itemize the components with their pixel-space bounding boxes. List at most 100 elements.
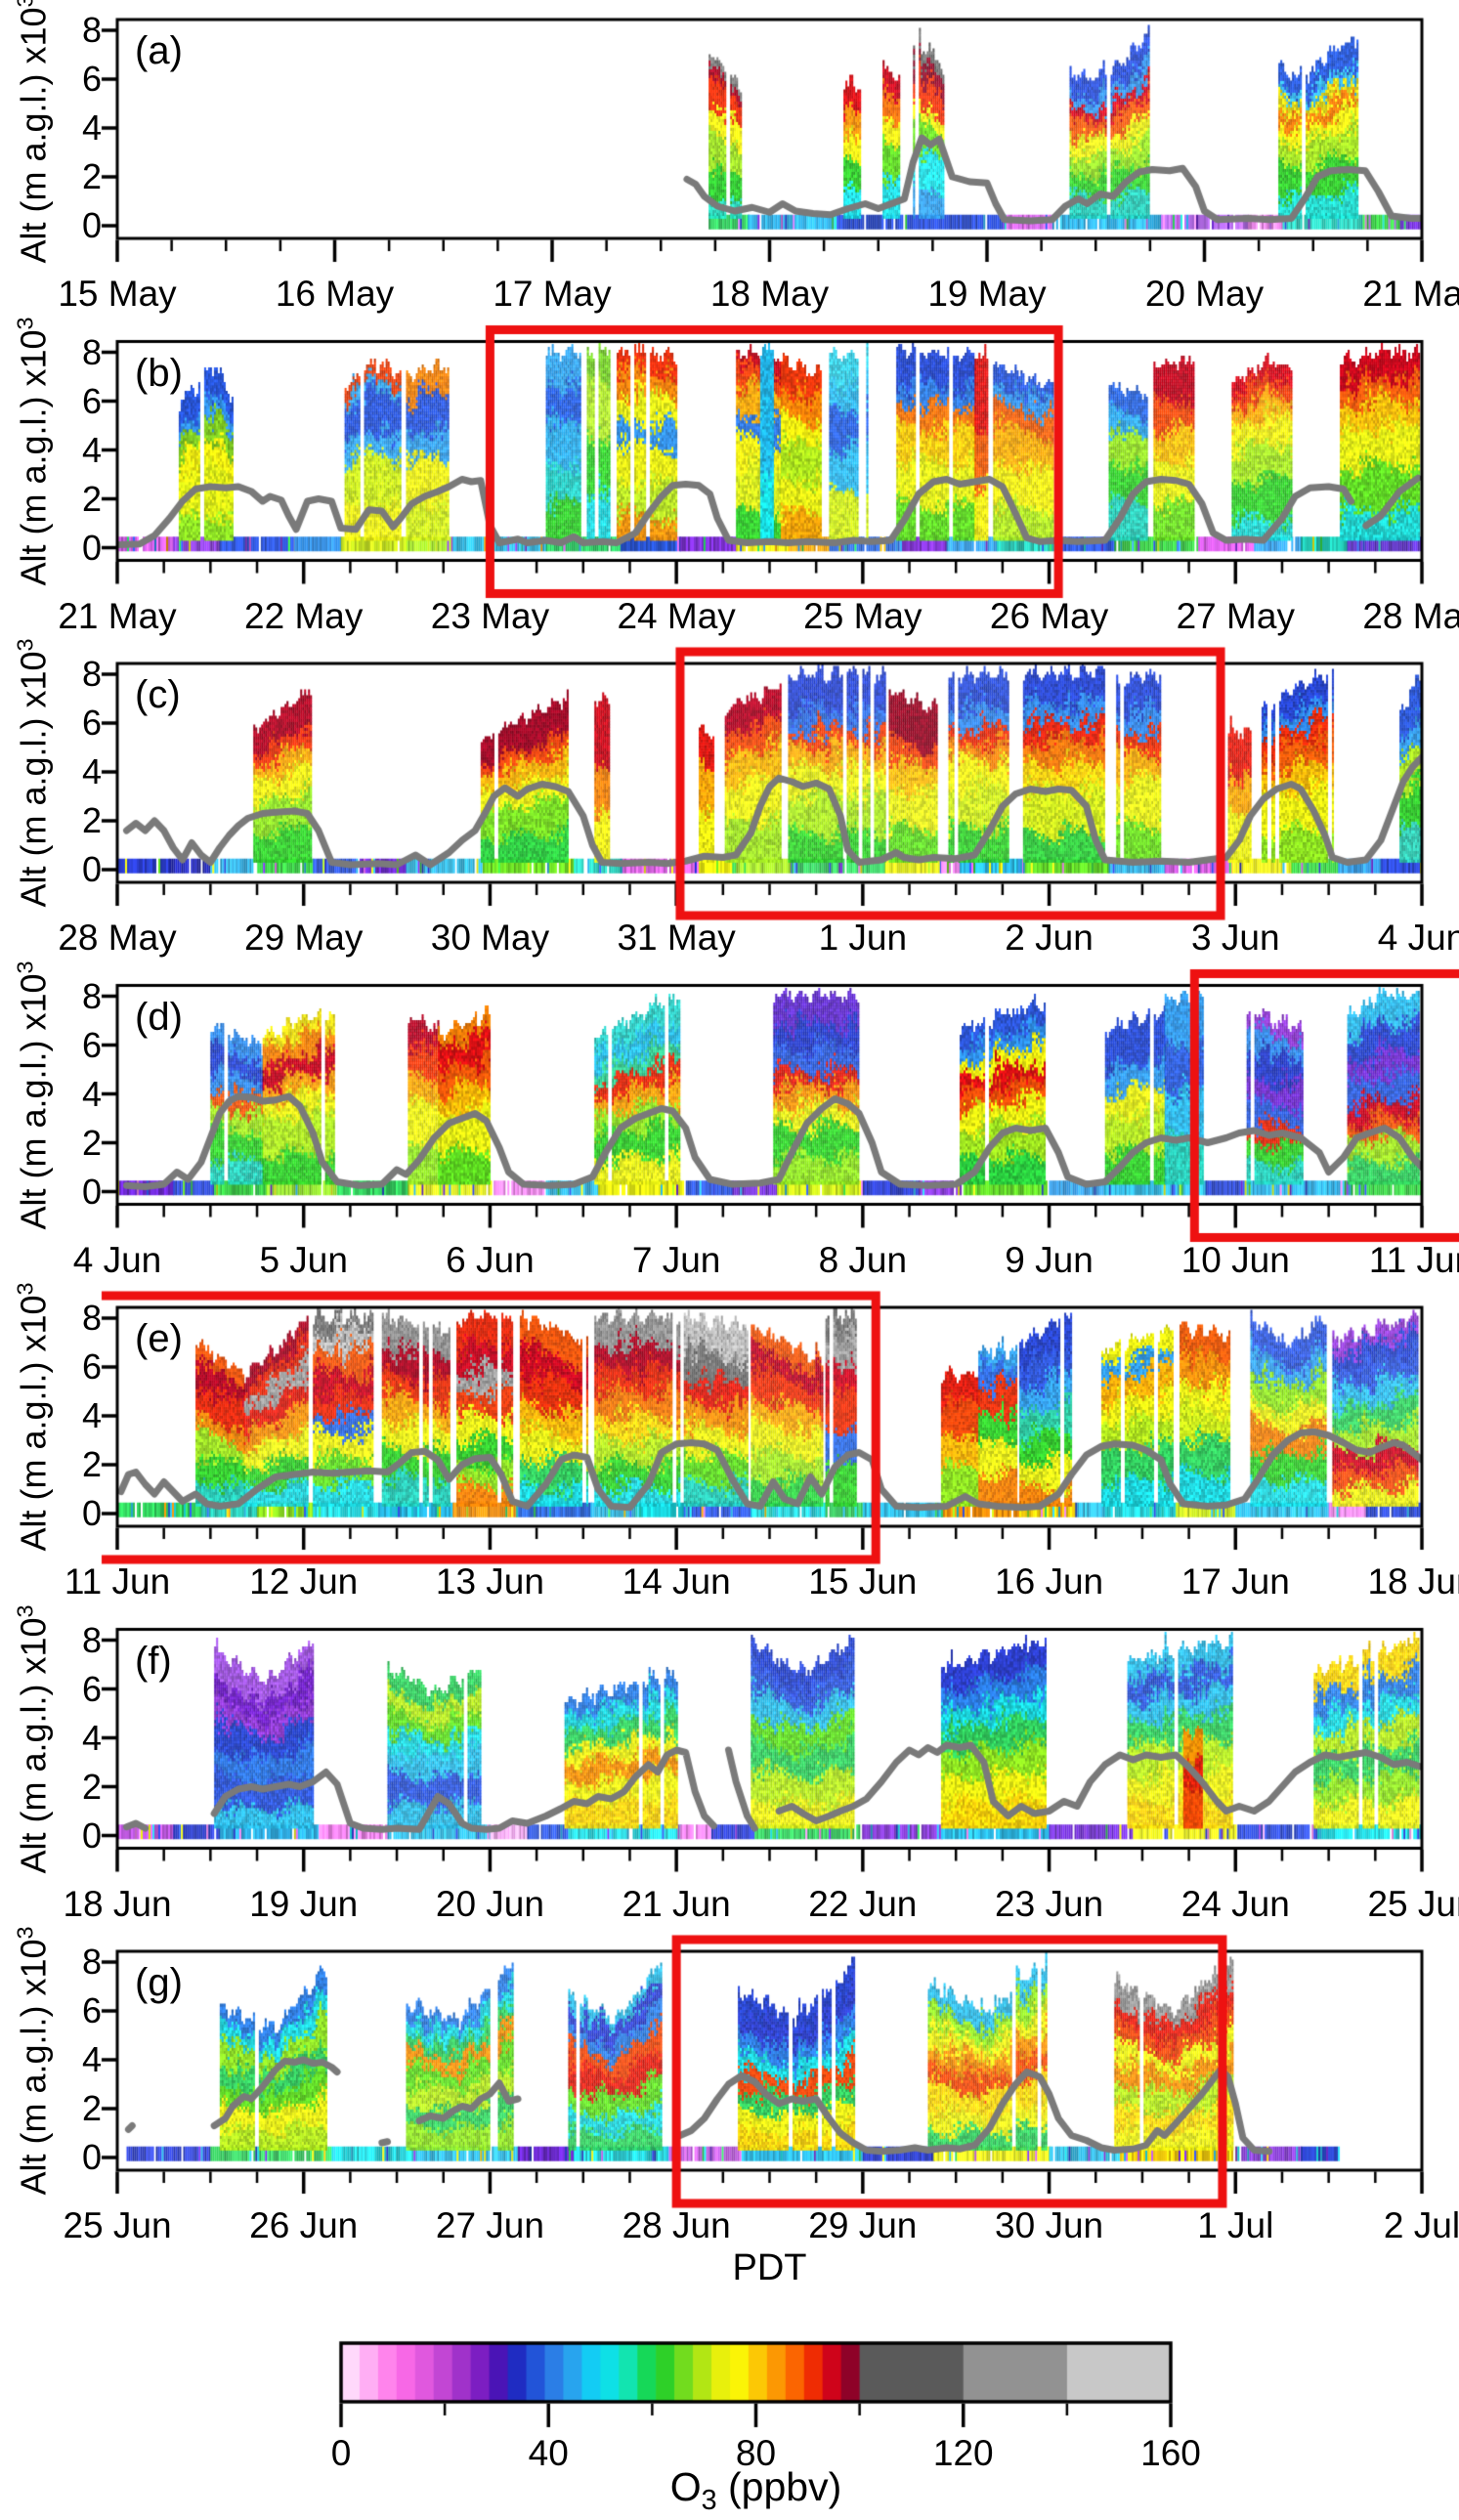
panel-f-y-axis-label: Alt (m a.g.l.) x103 — [12, 1603, 54, 1874]
panel-c-date-label: 2 Jun — [1005, 918, 1094, 958]
panel-c-date-label: 31 May — [617, 918, 736, 958]
panel-e-date-label: 12 Jun — [249, 1561, 359, 1602]
colorbar-title-unit: (ppbv) — [716, 2464, 842, 2509]
colorbar-title-subscript: 3 — [701, 2485, 717, 2517]
panel-letter-g-: (g) — [135, 1961, 183, 2004]
colorbar-tick-label: 120 — [932, 2433, 994, 2473]
panel-g-date-label: 25 Jun — [63, 2205, 172, 2245]
panel-c-date-label: 3 Jun — [1191, 918, 1280, 958]
panel-f-y-tick-label: 2 — [81, 1766, 102, 1807]
panel-f-date-label: 20 Jun — [435, 1883, 544, 1924]
panel-d-y-tick-label: 4 — [81, 1073, 102, 1114]
panel-a-y-tick-label: 2 — [81, 156, 102, 196]
panel-d-date-label: 9 Jun — [1005, 1239, 1094, 1280]
panel-f-y-tick-label: 6 — [81, 1668, 102, 1709]
panel-c-date-label: 30 May — [430, 918, 550, 958]
panel-d-date-label: 5 Jun — [259, 1239, 348, 1280]
panel-g-date-label: 28 Jun — [622, 2205, 731, 2245]
panel-f-date-label: 25 Jun — [1367, 1883, 1459, 1924]
panel-b-date-label: 25 May — [803, 595, 923, 636]
panel-d-y-tick-label: 8 — [81, 975, 102, 1016]
panel-b-y-tick-label: 8 — [81, 331, 102, 372]
panel-c-y-tick-label: 6 — [81, 703, 102, 743]
panel-e-y-tick-label: 0 — [81, 1493, 102, 1533]
panel-d-date-label: 10 Jun — [1180, 1239, 1290, 1280]
panel-g-y-axis-label: Alt (m a.g.l.) x103 — [12, 1926, 54, 2196]
panel-a-date-label: 16 May — [275, 274, 395, 314]
panel-e-y-tick-label: 2 — [81, 1444, 102, 1484]
panel-f-date-label: 19 Jun — [249, 1883, 359, 1924]
panel-c-y-tick-label: 2 — [81, 800, 102, 840]
panel-d-date-label: 6 Jun — [446, 1239, 535, 1280]
panel-d-y-tick-label: 0 — [81, 1171, 102, 1212]
panel-letter-d-: (d) — [135, 995, 183, 1039]
panel-d-date-label: 11 Jun — [1368, 1239, 1459, 1280]
panel-letter-e-: (e) — [135, 1317, 183, 1360]
panel-d-y-tick-label: 2 — [81, 1122, 102, 1163]
panel-a-y-tick-label: 8 — [81, 10, 102, 50]
panel-b-date-label: 24 May — [617, 595, 736, 636]
panel-f-y-tick-label: 0 — [81, 1815, 102, 1856]
panel-d-y-tick-label: 6 — [81, 1024, 102, 1065]
panel-g-date-label: 30 Jun — [995, 2205, 1104, 2245]
panel-g-date-label: 26 Jun — [249, 2205, 359, 2245]
panel-b-date-label: 21 May — [58, 595, 177, 636]
panel-c-date-label: 1 Jun — [818, 918, 908, 958]
panel-g-y-tick-label: 8 — [81, 1942, 102, 1982]
panel-b-y-tick-label: 2 — [81, 478, 102, 519]
panel-a-date-label: 18 May — [709, 274, 830, 314]
panel-a-y-tick-label: 4 — [81, 107, 102, 148]
panel-e-date-label: 18 Jun — [1367, 1561, 1459, 1602]
panel-e-date-label: 11 Jun — [64, 1561, 171, 1602]
panel-c-y-tick-label: 4 — [81, 751, 102, 791]
panel-e-y-tick-label: 6 — [81, 1346, 102, 1387]
panel-a-y-tick-label: 6 — [81, 59, 102, 99]
panel-b-date-label: 26 May — [989, 595, 1109, 636]
panel-c-date-label: 4 Jun — [1377, 918, 1459, 958]
panel-a-date-label: 21 May — [1362, 274, 1459, 314]
panel-e-date-label: 14 Jun — [622, 1561, 731, 1602]
panel-f-y-tick-label: 8 — [81, 1619, 102, 1660]
panel-f-date-label: 22 Jun — [808, 1883, 918, 1924]
panel-letter-b-: (b) — [135, 351, 183, 395]
panel-c-date-label: 28 May — [58, 918, 177, 958]
panel-d-y-axis-label: Alt (m a.g.l.) x103 — [12, 960, 54, 1230]
panel-a-date-label: 17 May — [493, 274, 612, 314]
colorbar-title-element: O — [669, 2464, 702, 2509]
panel-g-y-tick-label: 0 — [81, 2137, 102, 2177]
panel-c-y-axis-label: Alt (m a.g.l.) x103 — [12, 638, 54, 908]
panel-f-date-label: 18 Jun — [63, 1883, 172, 1924]
panel-e-y-axis-label: Alt (m a.g.l.) x103 — [12, 1282, 54, 1552]
panel-b-date-label: 27 May — [1176, 595, 1295, 636]
panel-e-date-label: 16 Jun — [995, 1561, 1104, 1602]
panel-a-date-label: 15 May — [58, 274, 177, 314]
panel-c-y-tick-label: 8 — [81, 654, 102, 694]
panel-g-y-tick-label: 4 — [81, 2039, 102, 2079]
panel-letter-a-: (a) — [135, 29, 183, 72]
panel-b-y-tick-label: 0 — [81, 527, 102, 568]
panel-c-date-label: 29 May — [244, 918, 364, 958]
panel-a-y-tick-label: 0 — [81, 205, 102, 245]
panel-e-y-tick-label: 8 — [81, 1298, 102, 1338]
panel-f-date-label: 23 Jun — [995, 1883, 1104, 1924]
panel-g-date-label: 1 Jul — [1197, 2205, 1274, 2245]
x-axis-title: PDT — [732, 2247, 807, 2288]
panel-g-y-tick-label: 2 — [81, 2088, 102, 2128]
panel-b-date-label: 28 May — [1362, 595, 1459, 636]
panel-e-date-label: 13 Jun — [435, 1561, 544, 1602]
panel-a-y-axis-label: Alt (m a.g.l.) x103 — [12, 0, 54, 264]
panel-c-y-tick-label: 0 — [81, 849, 102, 889]
panel-f-date-label: 21 Jun — [622, 1883, 731, 1924]
panel-e-date-label: 17 Jun — [1180, 1561, 1290, 1602]
panel-g-date-label: 27 Jun — [435, 2205, 544, 2245]
colorbar-tick-label: 40 — [528, 2433, 569, 2473]
colorbar-tick-label: 160 — [1140, 2433, 1201, 2473]
panel-g-date-label: 2 Jul — [1383, 2205, 1459, 2245]
panel-f-y-tick-label: 4 — [81, 1717, 102, 1758]
panel-g-date-label: 29 Jun — [808, 2205, 918, 2245]
panel-a-date-label: 20 May — [1144, 274, 1265, 314]
panel-e-date-label: 15 Jun — [808, 1561, 918, 1602]
panel-b-date-label: 22 May — [244, 595, 364, 636]
